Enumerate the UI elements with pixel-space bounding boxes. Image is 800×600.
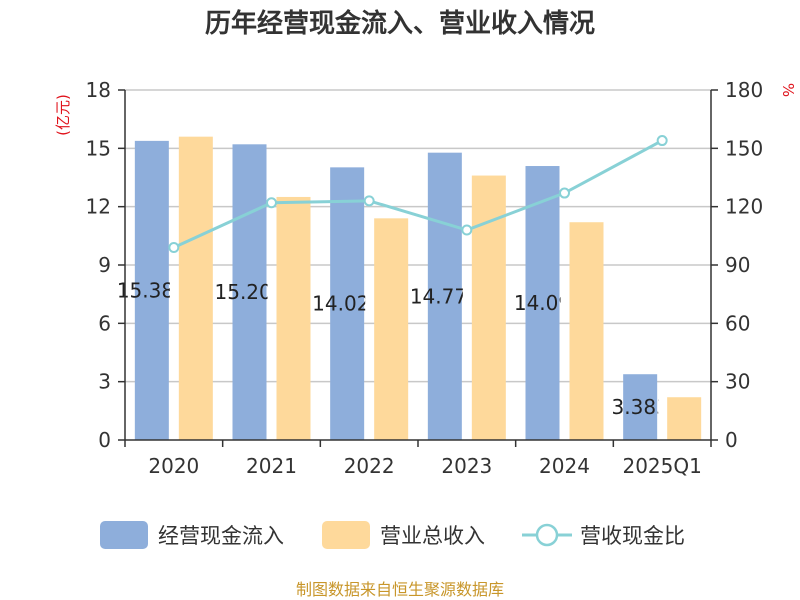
- ratio-point: [461, 224, 473, 236]
- cash-inflow-data-label: 3.383: [612, 395, 669, 419]
- ratio-line: [168, 135, 668, 253]
- right-tick-label: 120: [725, 195, 763, 219]
- x-tick-label: 2022: [344, 454, 395, 478]
- ratio-point: [656, 135, 668, 147]
- ratio-point: [168, 242, 180, 253]
- revenue-bar: [667, 397, 702, 440]
- right-tick-label: 90: [725, 253, 750, 277]
- right-tick-label: 60: [725, 311, 750, 335]
- cash-inflow-bar: [330, 167, 365, 440]
- cash-inflow-bar: [623, 374, 658, 440]
- data-labels: 15.384 15.207 14.022 14.777 14.09 3.383: [117, 278, 669, 419]
- left-tick-label: 12: [86, 195, 111, 219]
- x-tick-label: 2025Q1: [622, 454, 701, 478]
- cash-inflow-bar: [232, 144, 267, 440]
- left-tick-label: 15: [86, 136, 111, 160]
- chart-title: 历年经营现金流入、营业收入情况: [205, 8, 595, 39]
- right-tick-label: 30: [725, 370, 750, 394]
- x-tick-label: 2024: [539, 454, 590, 478]
- legend-label: 营业总收入: [380, 524, 485, 548]
- revenue-bar: [276, 196, 311, 440]
- gridlines: [125, 89, 711, 383]
- right-tick-label: 180: [725, 78, 763, 102]
- ratio-line-path: [173, 139, 663, 249]
- bars: [134, 136, 702, 441]
- left-tick-label: 6: [98, 311, 111, 335]
- legend-label: 经营现金流入: [158, 524, 284, 548]
- legend-marker-ratio: [535, 523, 559, 547]
- legend: 经营现金流入 营业总收入 营收现金比: [100, 521, 685, 549]
- legend-swatch-revenue: [322, 521, 370, 549]
- revenue-bar: [471, 175, 506, 441]
- cash-inflow-data-label: 14.022: [312, 292, 382, 316]
- right-tick-label: 150: [725, 136, 763, 160]
- cash-inflow-data-label: 14.09: [514, 291, 571, 315]
- legend-swatch-cash-inflow: [100, 521, 148, 549]
- cash-inflow-data-label: 15.384: [117, 278, 187, 302]
- revenue-bar: [178, 136, 213, 440]
- cash-inflow-bar: [525, 166, 560, 440]
- left-tick-label: 3: [98, 370, 111, 394]
- ratio-point: [266, 197, 277, 209]
- left-tick-label: 9: [98, 253, 111, 277]
- source-note: 制图数据来自恒生聚源数据库: [296, 580, 504, 599]
- cash-inflow-data-label: 14.777: [410, 284, 480, 308]
- x-tick-label: 2020: [148, 454, 199, 478]
- x-tick-label: 2021: [246, 454, 297, 478]
- revenue-bar: [569, 222, 604, 440]
- cash-inflow-bar: [134, 140, 169, 440]
- cash-inflow-data-label: 15.207: [215, 280, 285, 304]
- left-tick-label: 18: [86, 78, 111, 102]
- right-tick-label: 0: [725, 428, 738, 452]
- cash-inflow-bar: [427, 152, 462, 441]
- revenue-bar: [374, 218, 409, 440]
- ratio-point: [363, 195, 375, 207]
- x-tick-label: 2023: [441, 454, 492, 478]
- right-axis-unit: %: [779, 83, 797, 97]
- left-tick-label: 0: [98, 428, 111, 452]
- legend-label: 营收现金比: [580, 524, 685, 548]
- ratio-point: [559, 187, 570, 199]
- left-axis-unit: (亿元): [54, 94, 72, 136]
